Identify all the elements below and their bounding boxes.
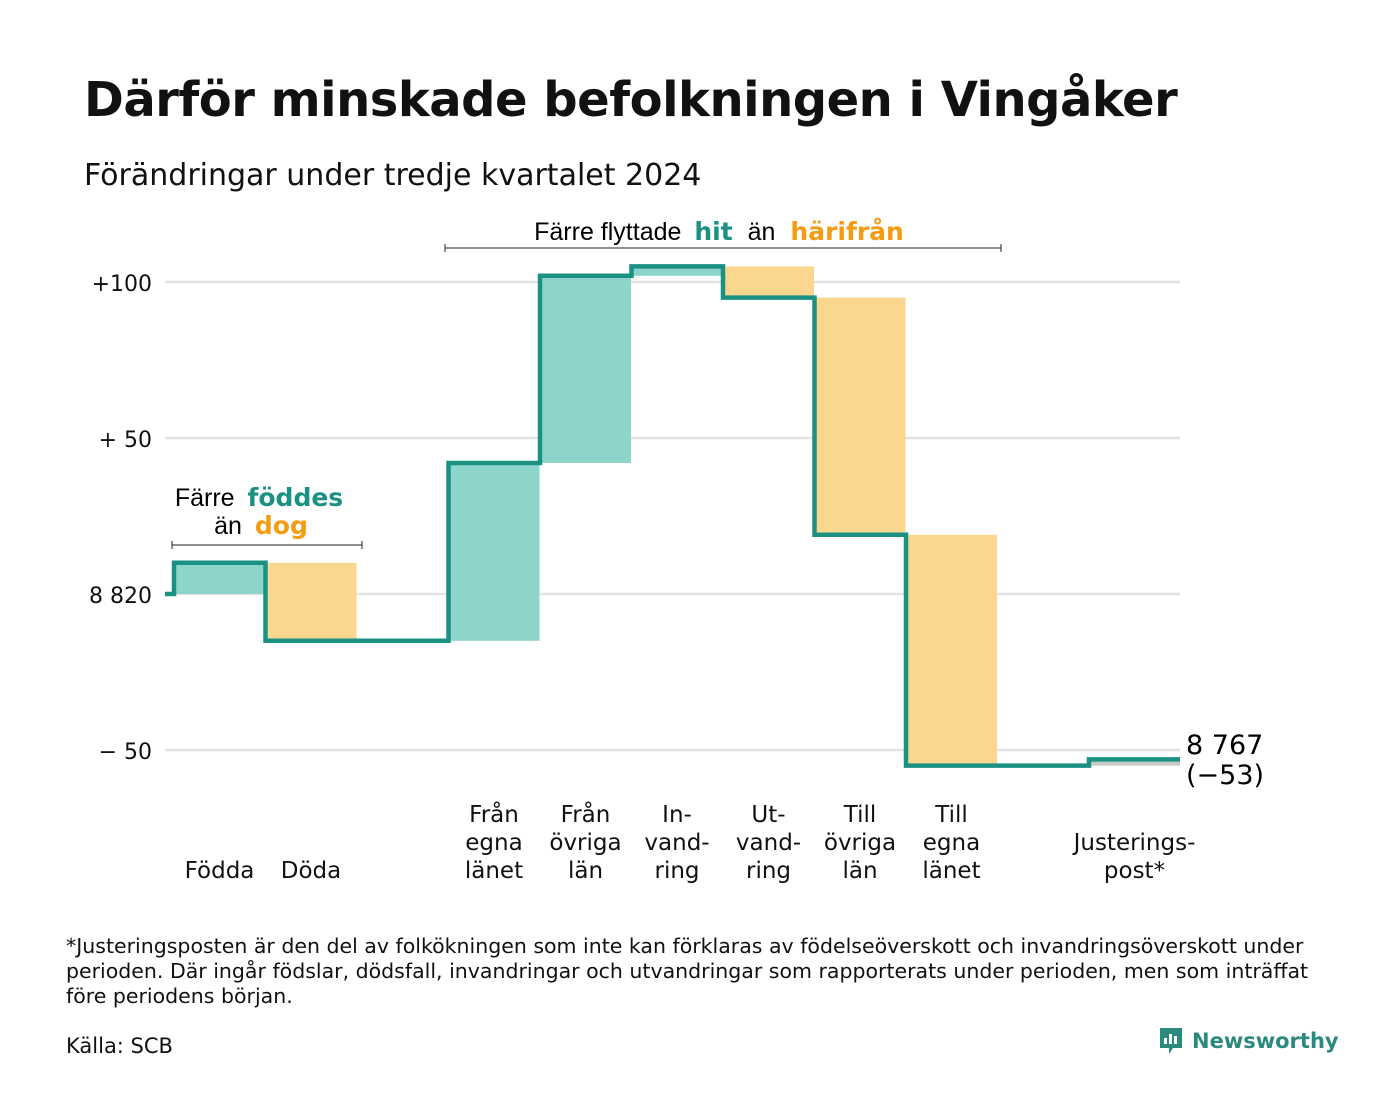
annotation-migration-in: hit [694,217,732,246]
annotation-migration-text: Färre flyttade hit än härifrån [534,217,904,246]
category-label: Från [561,800,611,828]
category-label: Justerings- [1072,830,1196,856]
bar-increase [1089,759,1180,766]
bar-decrease [906,534,997,766]
footnote: *Justeringsposten är den del av folkökni… [66,934,1309,1008]
category-label: ring [746,858,791,884]
annotation-migration-out: härifrån [790,217,903,246]
annotation-deaths-highlight: dog [255,511,308,540]
category-label: län [842,858,877,884]
category-label: övriga [824,830,896,856]
running-total-line [165,264,1180,768]
category-label: vand- [644,830,709,856]
y-tick-label: − 50 [99,740,152,765]
end-value-label: 8 767 (−53) [1186,730,1264,791]
annotation-births-line2: än dog [214,511,308,540]
category-label: Födda [185,858,255,884]
annotation-births-prefix: Färre [175,484,235,512]
bars [174,266,1180,766]
category-label: län [568,858,603,884]
migration-annotation: Färre flyttade hit än härifrån [444,217,1002,252]
bar-increase [448,462,540,641]
annotation-migration-bracket [444,244,1002,252]
chart-subtitle: Förändringar under tredje kvartalet 2024 [84,158,702,193]
category-label: egna [465,830,522,856]
annotation-births-line1: Färre föddes [175,483,343,512]
category-label: In- [662,802,692,828]
category-label: egna [923,830,980,856]
source-label: Källa: SCB [66,1034,173,1058]
y-tick-label: + 50 [99,428,152,453]
category-label: länet [465,858,523,884]
chart-title: Därför minskade befolkningen i Vingåker [84,72,1178,128]
end-population-value: 8 767 [1186,730,1263,761]
bar-decrease [265,562,357,641]
category-label: ring [654,858,699,884]
category-label: länet [922,858,980,884]
category-label: Döda [281,858,341,884]
y-axis-tick-labels: +100 + 50 8 820 − 50 [89,272,152,765]
brand-name: Newsworthy [1192,1029,1339,1053]
newsworthy-logo-icon [1160,1028,1182,1054]
annotation-births-highlight: föddes [248,483,344,512]
bar-increase [631,266,723,276]
category-label: Till [843,802,877,828]
newsworthy-logo: Newsworthy [1158,1026,1339,1056]
category-labels: Födda DödaFrånegnalänetFrånövrigalänIn-va… [185,800,1196,884]
category-label: post* [1104,858,1165,884]
category-label: Till [934,802,968,828]
bar-decrease [814,297,906,535]
bar-decrease [723,266,814,298]
category-label: övriga [549,830,621,856]
births-deaths-annotation: Färre föddes än dog [171,483,363,549]
end-population-change: (−53) [1186,760,1264,791]
bar-increase [540,275,631,463]
annotation-deaths-prefix: än [214,512,242,540]
category-label: Ut- [751,802,785,828]
annotation-migration-middle: än [748,218,776,246]
category-label: vand- [736,830,801,856]
y-tick-label: 8 820 [89,584,152,609]
waterfall-chart: +100+ 508 820− 50 Födda DödaFrånegnalänet… [89,217,1264,884]
category-label: Från [469,800,519,828]
y-tick-label: +100 [92,272,152,297]
annotation-births-bracket [171,541,363,549]
gridlines [165,280,1180,752]
running-total-step-line [165,264,1180,768]
annotation-migration-prefix: Färre flyttade [534,218,681,246]
bar-increase [174,562,265,594]
